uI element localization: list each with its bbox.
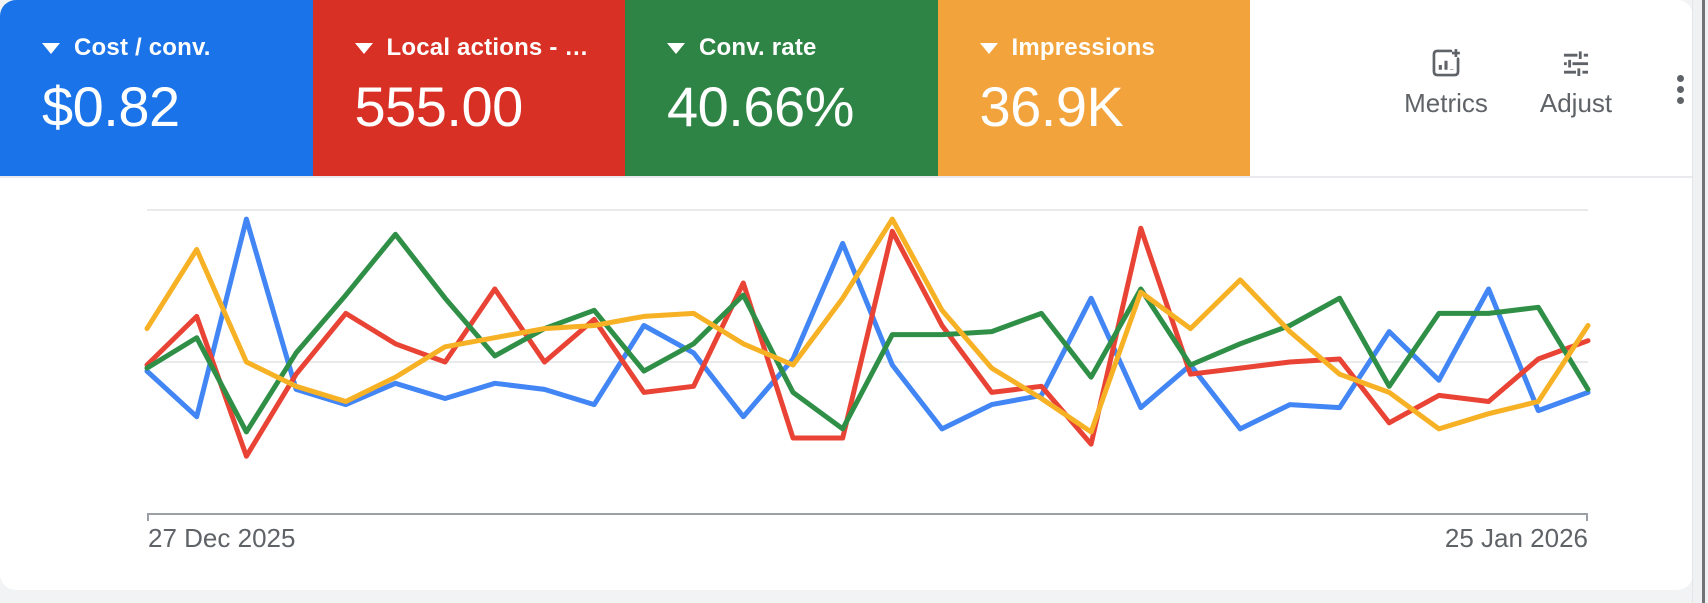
metrics-button-label: Metrics bbox=[1404, 88, 1488, 118]
metric-label: Conv. rate bbox=[699, 34, 817, 61]
series-line-cost-conv- bbox=[144, 216, 1591, 432]
triangle-down-icon bbox=[979, 42, 998, 54]
metric-card-cost-per-conv[interactable]: Cost / conv. $0.82 bbox=[0, 0, 313, 176]
adjust-button-label: Adjust bbox=[1539, 88, 1613, 118]
x-axis-end-label: 25 Jan 2026 bbox=[1444, 523, 1588, 553]
metric-value: 555.00 bbox=[354, 75, 524, 138]
metric-card-impressions[interactable]: Impressions 36.9K bbox=[937, 0, 1251, 176]
metric-label-row: Conv. rate bbox=[667, 33, 938, 63]
metric-cards-row: Cost / conv. $0.82 Local actions - … 555… bbox=[0, 0, 1693, 178]
add-chart-icon bbox=[1429, 46, 1463, 80]
scrollbar-track[interactable] bbox=[1692, 0, 1708, 603]
series-line-impressions bbox=[144, 216, 1591, 435]
metric-card-local-actions[interactable]: Local actions - … 555.00 bbox=[312, 0, 626, 176]
metrics-button[interactable]: Metrics bbox=[1394, 46, 1498, 118]
metric-label: Local actions - … bbox=[386, 34, 589, 61]
kebab-menu-icon bbox=[1676, 96, 1684, 104]
kebab-menu-icon bbox=[1676, 85, 1684, 93]
metric-label: Cost / conv. bbox=[74, 34, 211, 61]
triangle-down-icon bbox=[354, 42, 373, 54]
metric-label-row: Local actions - … bbox=[354, 33, 626, 63]
x-axis-line bbox=[147, 513, 1588, 521]
scrollbar-thumb[interactable] bbox=[1702, 0, 1705, 603]
more-options-button[interactable] bbox=[1662, 66, 1693, 112]
x-axis-start-label: 27 Dec 2025 bbox=[148, 523, 296, 553]
metric-value: $0.82 bbox=[42, 75, 180, 138]
triangle-down-icon bbox=[667, 42, 685, 54]
metric-label: Impressions bbox=[1011, 34, 1156, 61]
metric-card-conv-rate[interactable]: Conv. rate 40.66% bbox=[625, 0, 938, 176]
metric-value: 36.9K bbox=[979, 75, 1124, 138]
triangle-down-icon bbox=[42, 42, 60, 54]
performance-line-chart[interactable] bbox=[0, 0, 1693, 590]
tune-icon bbox=[1559, 46, 1593, 80]
series-line-local-actions- bbox=[144, 225, 1591, 459]
chart-card: Cost / conv. $0.82 Local actions - … 555… bbox=[0, 0, 1693, 590]
series-line-conv-rate bbox=[144, 231, 1591, 435]
metric-value: 40.66% bbox=[667, 75, 854, 138]
metric-label-row: Cost / conv. bbox=[42, 33, 313, 63]
adjust-button[interactable]: Adjust bbox=[1528, 46, 1624, 118]
metric-label-row: Impressions bbox=[979, 33, 1251, 63]
kebab-menu-icon bbox=[1676, 74, 1684, 82]
